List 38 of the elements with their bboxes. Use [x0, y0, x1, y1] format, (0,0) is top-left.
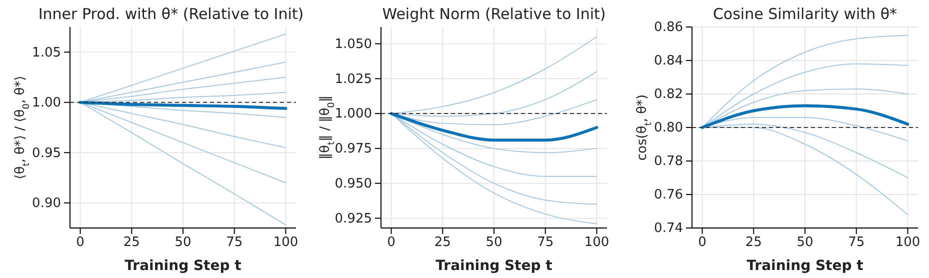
y-tick-label: 0.950	[334, 176, 372, 192]
x-tick-label: 0	[387, 235, 396, 250]
y-tick-label: 1.00	[32, 96, 61, 111]
chart-title: Inner Prod. with θ* (Relative to Init)	[38, 5, 304, 23]
x-tick-label: 25	[745, 235, 762, 250]
y-tick-label: 0.975	[334, 142, 372, 157]
x-tick-label: 50	[486, 235, 502, 250]
y-tick-label: 0.82	[654, 87, 683, 102]
y-tick-label: 0.80	[654, 120, 683, 136]
chart-title: Cosine Similarity with θ*	[712, 5, 898, 23]
y-tick-label: 0.86	[654, 20, 683, 36]
x-tick-label: 75	[848, 235, 865, 250]
x-tick-label: 0	[698, 235, 706, 250]
y-tick-label: 1.050	[334, 36, 372, 52]
y-tick-label: 0.84	[654, 54, 683, 69]
x-axis-title: Training Step t	[124, 258, 242, 274]
x-tick-label: 50	[796, 235, 814, 250]
x-tick-label: 100	[895, 235, 920, 250]
x-tick-label: 0	[76, 235, 84, 250]
x-tick-label: 25	[434, 235, 451, 250]
x-tick-label: 50	[174, 235, 192, 250]
x-tick-label: 100	[273, 235, 298, 250]
y-tick-label: 0.78	[654, 154, 683, 170]
chart-title: Weight Norm (Relative to Init)	[382, 5, 606, 23]
x-axis-title: Training Step t	[746, 258, 864, 274]
y-tick-label: 1.025	[334, 72, 372, 87]
y-tick-label: 0.90	[32, 196, 61, 212]
y-tick-label: 0.74	[654, 221, 683, 236]
y-tick-label: 0.76	[654, 188, 683, 203]
x-axis-title: Training Step t	[436, 258, 553, 274]
y-tick-label: 0.95	[32, 146, 61, 161]
x-tick-label: 75	[226, 235, 243, 250]
y-tick-label: 1.05	[32, 45, 61, 60]
x-tick-label: 75	[537, 235, 554, 250]
x-tick-label: 100	[584, 235, 610, 250]
x-tick-label: 25	[123, 235, 140, 250]
y-tick-label: 1.000	[334, 106, 372, 122]
y-tick-label: 0.925	[334, 211, 372, 226]
